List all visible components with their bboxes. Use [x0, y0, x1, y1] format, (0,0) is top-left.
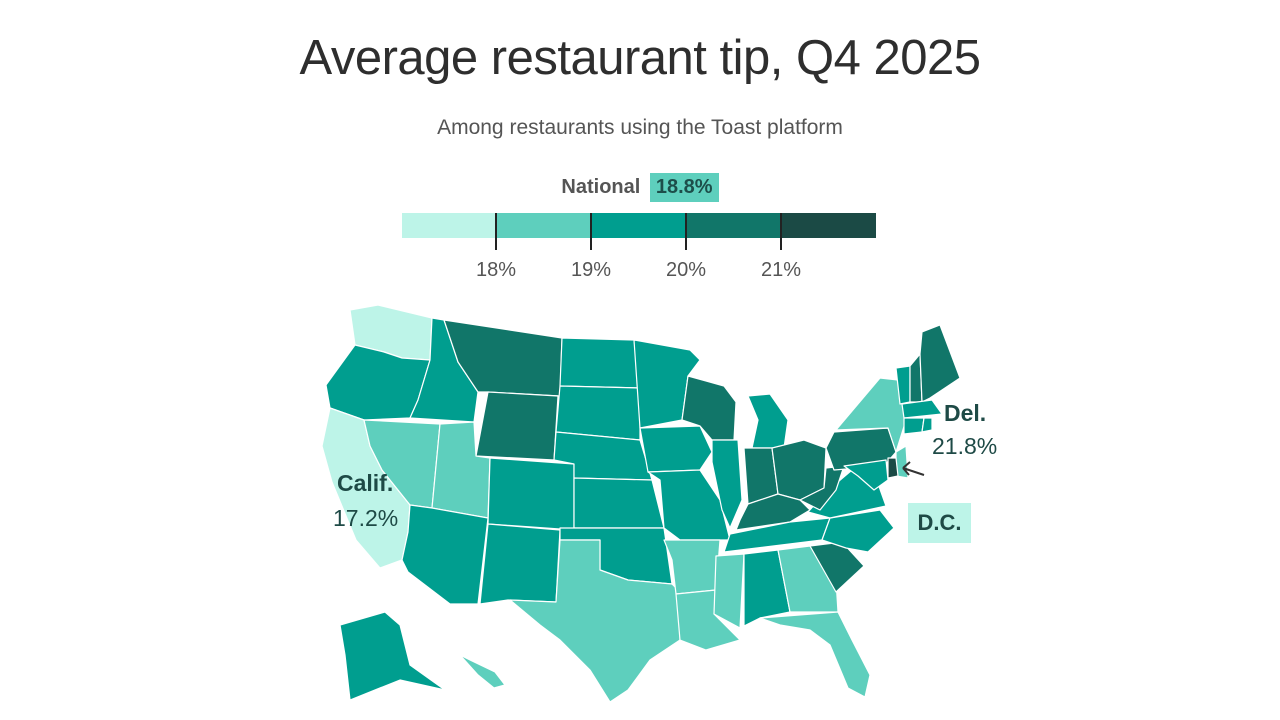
state-colorado [487, 457, 575, 531]
state-massachusetts [901, 399, 943, 419]
state-maryland [843, 459, 889, 491]
legend-tick-2 [590, 213, 592, 250]
legend-tick-3 [685, 213, 687, 250]
state-connecticut [903, 417, 925, 435]
legend-bin-4 [686, 213, 782, 238]
state-wyoming [475, 391, 559, 461]
annotation-california-value: 17.2% [333, 505, 399, 531]
color-legend: 18% 19% 20% 21% [402, 213, 876, 281]
national-value-badge: 18.8% [649, 173, 719, 202]
legend-bin-1 [402, 213, 497, 238]
legend-bin-3 [591, 213, 687, 238]
state-kentucky [735, 493, 811, 531]
annotation-california-name: Calif. [337, 470, 394, 496]
state-rhode-island [921, 417, 933, 433]
legend-color-bar [402, 213, 876, 238]
annotation-dc-badge: D.C. [908, 503, 971, 543]
legend-bin-2 [496, 213, 592, 238]
state-florida [759, 611, 871, 698]
state-arizona [401, 504, 489, 605]
state-texas [509, 539, 681, 703]
state-illinois [711, 439, 743, 529]
state-delaware [887, 457, 899, 479]
annotation-delaware-value: 21.8% [932, 433, 998, 459]
state-maine [919, 324, 961, 403]
state-alabama [743, 549, 791, 627]
legend-label-21: 21% [760, 259, 802, 281]
state-mississippi [713, 553, 745, 629]
legend-label-19: 19% [570, 259, 612, 281]
state-georgia [777, 545, 839, 613]
legend-tick-1 [495, 213, 497, 250]
chart-title: Average restaurant tip, Q4 2025 [299, 31, 981, 85]
state-alaska [339, 611, 446, 701]
legend-label-18: 18% [475, 259, 517, 281]
state-iowa [639, 425, 713, 473]
state-hawaii [459, 654, 506, 689]
state-south-dakota [555, 385, 641, 441]
national-label: National [561, 176, 641, 198]
state-michigan [747, 393, 789, 449]
state-north-dakota [559, 337, 641, 389]
annotation-delaware-name: Del. [944, 400, 987, 426]
legend-label-20: 20% [665, 259, 707, 281]
legend-tick-4 [780, 213, 782, 250]
state-kansas [573, 477, 665, 529]
legend-bin-5 [781, 213, 876, 238]
national-average: National 18.8% [0, 173, 1280, 202]
state-new-mexico [479, 523, 561, 605]
delaware-arrow-icon [902, 461, 925, 476]
chart-subtitle: Among restaurants using the Toast platfo… [437, 116, 843, 139]
